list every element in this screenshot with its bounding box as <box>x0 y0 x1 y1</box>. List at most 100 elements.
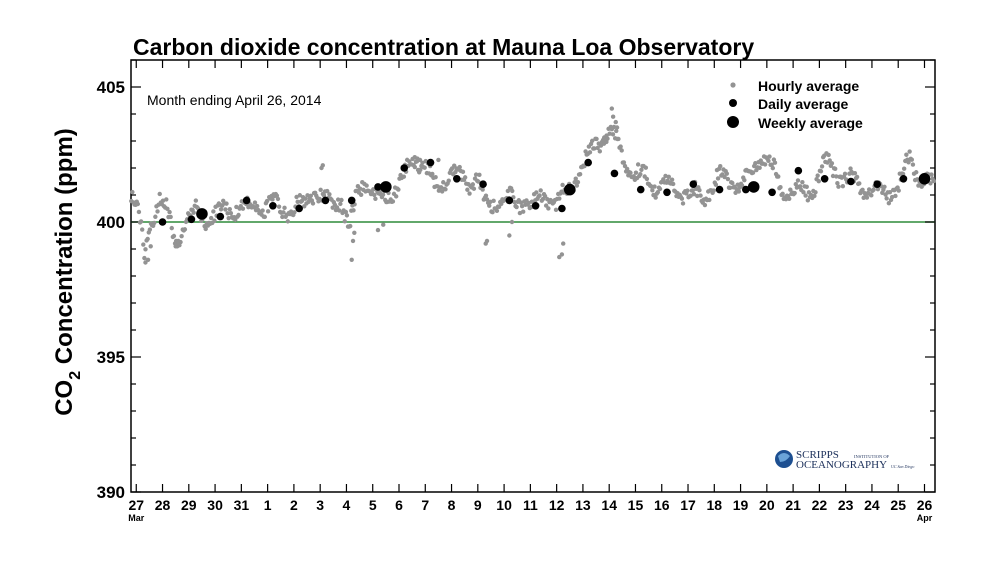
scripps-logo: SCRIPPS INSTITUTION OF OCEANOGRAPHY UC S… <box>775 449 914 471</box>
hourly-point <box>724 171 730 176</box>
daily-point <box>158 218 167 226</box>
logo-second: OCEANOGRAPHY <box>796 459 887 471</box>
hourly-point <box>443 187 448 192</box>
hourly-point <box>907 149 912 154</box>
weekly-point <box>918 173 931 185</box>
hourly-point <box>457 164 462 170</box>
hourly-point <box>211 209 216 214</box>
hourly-point <box>275 196 281 202</box>
hourly-point <box>173 244 178 249</box>
x-tick-label: 22 <box>812 497 828 513</box>
hourly-point <box>484 238 490 244</box>
weekly-point <box>747 181 760 193</box>
daily-point <box>610 169 619 178</box>
x-tick-label: 18 <box>707 497 723 513</box>
hourly-point <box>537 193 542 198</box>
y-tick-label: 400 <box>97 213 125 232</box>
hourly-point <box>803 193 808 198</box>
hourly-point <box>171 233 177 239</box>
logo-name: SCRIPPS <box>796 449 839 461</box>
hourly-point <box>390 199 396 204</box>
x-tick-label: 1 <box>264 497 272 513</box>
hourly-point <box>698 193 703 198</box>
hourly-point <box>725 176 731 182</box>
hourly-point <box>396 187 401 192</box>
svg-text:CO2 Concentration (ppm): CO2 Concentration (ppm) <box>51 128 84 416</box>
hourly-point <box>666 174 671 179</box>
legend-label-weekly: Weekly average <box>758 115 863 131</box>
daily-point <box>847 177 855 186</box>
weekly-point <box>196 208 208 220</box>
x-tick-label: 30 <box>207 497 223 513</box>
hourly-point <box>778 184 783 190</box>
hourly-point <box>805 198 811 203</box>
hourly-point <box>484 197 490 202</box>
hourly-point <box>887 190 893 195</box>
x-tick-label: 3 <box>316 497 324 513</box>
hourly-point <box>800 179 805 185</box>
hourly-point <box>344 213 350 218</box>
hourly-point <box>169 225 174 231</box>
x-tick-label: 28 <box>155 497 171 513</box>
x-tick-label: 26 <box>917 497 933 513</box>
hourly-point <box>375 227 381 233</box>
hourly-point <box>203 226 208 232</box>
hourly-point <box>848 166 853 171</box>
hourly-point <box>412 164 418 170</box>
hourly-series <box>129 106 936 265</box>
y-tick-label: 405 <box>97 78 125 97</box>
hourly-point <box>182 227 188 232</box>
x-tick-label: 24 <box>864 497 880 513</box>
hourly-point <box>417 157 423 163</box>
daily-point <box>400 164 409 172</box>
hourly-point <box>281 210 286 215</box>
hourly-point <box>718 164 723 169</box>
hourly-point <box>480 187 485 192</box>
hourly-point <box>594 136 599 142</box>
chart-title: Carbon dioxide concentration at Mauna Lo… <box>133 34 754 60</box>
hourly-point <box>653 195 658 200</box>
hourly-point <box>663 173 668 179</box>
hourly-point <box>436 157 441 163</box>
x-tick-label: 13 <box>575 497 591 513</box>
hourly-point <box>575 180 581 185</box>
hourly-point <box>147 227 153 232</box>
hourly-point <box>337 208 342 213</box>
hourly-point <box>875 186 881 192</box>
hourly-point <box>380 192 386 197</box>
hourly-point <box>742 177 747 183</box>
hourly-point <box>812 193 817 199</box>
hourly-point <box>780 191 785 197</box>
hourly-point <box>487 203 492 208</box>
hourly-point <box>896 188 901 193</box>
hourly-point <box>299 198 305 203</box>
legend-marker-weekly <box>727 116 739 128</box>
hourly-point <box>830 173 836 179</box>
x-tick-label: 4 <box>343 497 351 513</box>
hourly-point <box>767 154 772 159</box>
x-tick-label: 14 <box>601 497 617 513</box>
hourly-point <box>826 152 831 158</box>
hourly-point <box>138 219 144 224</box>
hourly-point <box>225 211 230 216</box>
hourly-point <box>893 193 898 199</box>
hourly-point <box>804 184 809 190</box>
hourly-point <box>510 188 515 194</box>
hourly-point <box>420 160 425 165</box>
daily-point <box>531 202 540 210</box>
hourly-point <box>334 205 340 210</box>
hourly-point <box>914 170 919 175</box>
hourly-point <box>886 201 892 206</box>
hourly-point <box>713 182 719 187</box>
hourly-point <box>691 191 697 197</box>
hourly-point <box>652 184 657 189</box>
hourly-point <box>193 198 199 203</box>
hourly-point <box>373 196 378 201</box>
hourly-point <box>643 165 649 170</box>
hourly-point <box>650 188 655 193</box>
daily-point <box>768 188 776 197</box>
daily-point <box>187 215 196 224</box>
daily-point <box>742 185 750 194</box>
legend-label-daily: Daily average <box>758 96 848 112</box>
hourly-point <box>321 193 327 198</box>
